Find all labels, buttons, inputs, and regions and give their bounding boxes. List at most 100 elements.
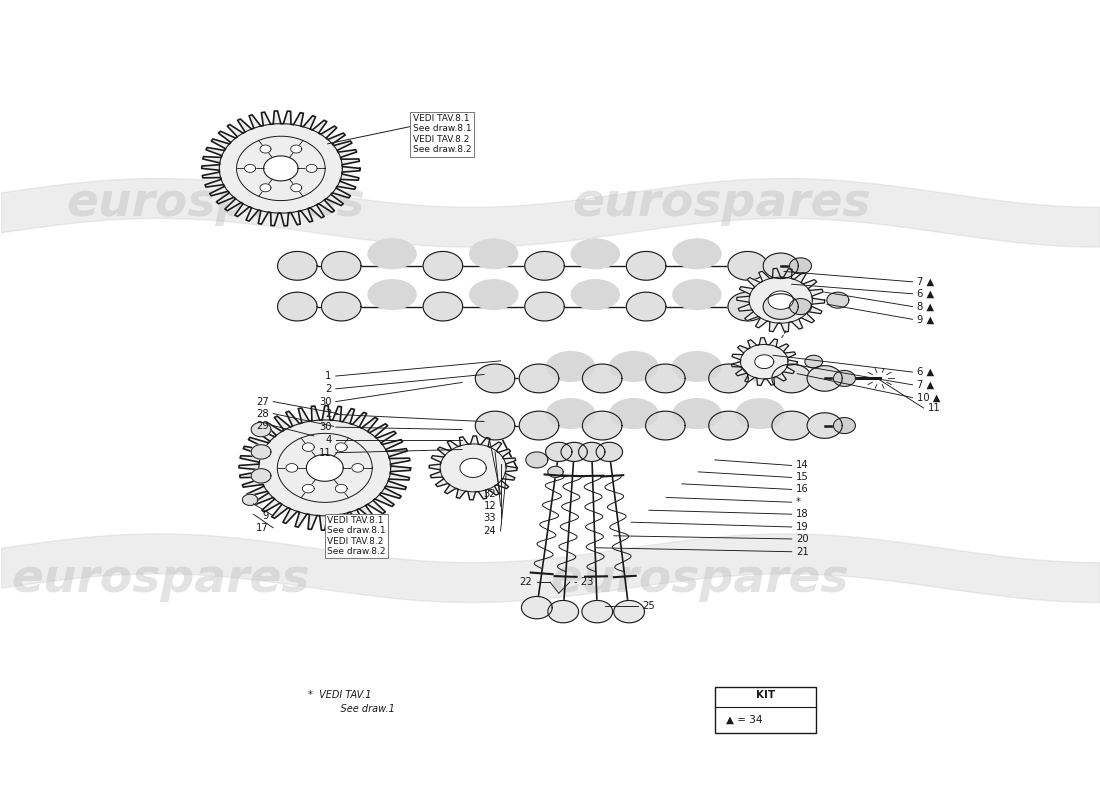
Text: 15: 15	[796, 473, 808, 482]
Ellipse shape	[547, 398, 595, 429]
Text: 6 ▲: 6 ▲	[917, 367, 934, 377]
Text: See draw.1: See draw.1	[328, 704, 395, 714]
Ellipse shape	[736, 398, 784, 429]
Text: 22: 22	[519, 577, 532, 587]
FancyBboxPatch shape	[715, 686, 816, 733]
Polygon shape	[277, 251, 317, 280]
Text: ▲ = 34: ▲ = 34	[726, 714, 762, 725]
Polygon shape	[526, 452, 548, 468]
Polygon shape	[251, 422, 271, 437]
Text: - 23: - 23	[574, 577, 594, 587]
Polygon shape	[290, 145, 301, 153]
Polygon shape	[728, 251, 768, 280]
Polygon shape	[790, 258, 812, 274]
Text: 7 ▲: 7 ▲	[917, 380, 934, 390]
Text: 28: 28	[256, 409, 268, 418]
Text: 24: 24	[484, 526, 496, 536]
Polygon shape	[336, 484, 348, 493]
Polygon shape	[546, 442, 572, 462]
Text: 18: 18	[796, 510, 808, 519]
Ellipse shape	[609, 398, 658, 429]
Text: 6 ▲: 6 ▲	[917, 289, 934, 298]
Polygon shape	[302, 484, 315, 493]
Text: 4: 4	[326, 435, 331, 445]
Polygon shape	[805, 355, 823, 368]
Text: eurospares: eurospares	[67, 182, 365, 226]
Polygon shape	[834, 418, 856, 434]
Text: eurospares: eurospares	[550, 557, 848, 602]
Polygon shape	[290, 184, 301, 192]
Ellipse shape	[609, 351, 658, 382]
Polygon shape	[306, 164, 317, 173]
Polygon shape	[827, 292, 849, 308]
Text: 16: 16	[796, 485, 808, 494]
Polygon shape	[475, 364, 515, 393]
Polygon shape	[548, 601, 579, 623]
Polygon shape	[596, 442, 623, 462]
Polygon shape	[260, 184, 271, 192]
Polygon shape	[772, 364, 812, 393]
Polygon shape	[755, 354, 773, 369]
Text: 27: 27	[256, 397, 268, 406]
Polygon shape	[201, 111, 360, 226]
Text: KIT: KIT	[756, 690, 774, 700]
Polygon shape	[429, 436, 517, 500]
Text: eurospares: eurospares	[12, 557, 310, 602]
Polygon shape	[519, 411, 559, 440]
Ellipse shape	[367, 280, 416, 310]
Polygon shape	[768, 291, 793, 310]
Ellipse shape	[673, 239, 722, 269]
Text: 11: 11	[928, 403, 940, 413]
Polygon shape	[475, 411, 515, 440]
Ellipse shape	[470, 280, 518, 310]
Polygon shape	[525, 251, 564, 280]
Polygon shape	[626, 292, 666, 321]
Text: 9 ▲: 9 ▲	[917, 314, 934, 324]
Text: 17: 17	[256, 522, 268, 533]
Ellipse shape	[571, 239, 619, 269]
Polygon shape	[834, 370, 856, 386]
Ellipse shape	[367, 239, 416, 269]
Text: 21: 21	[796, 546, 808, 557]
Polygon shape	[807, 413, 843, 438]
Text: 8 ▲: 8 ▲	[917, 302, 934, 311]
Polygon shape	[306, 454, 343, 482]
Polygon shape	[519, 364, 559, 393]
Polygon shape	[424, 251, 463, 280]
Text: 29: 29	[256, 421, 268, 430]
Polygon shape	[582, 364, 621, 393]
Polygon shape	[708, 364, 748, 393]
Polygon shape	[260, 145, 271, 153]
Text: VEDI TAV.8.1
See draw.8.1
VEDI TAV.8.2
See draw.8.2: VEDI TAV.8.1 See draw.8.1 VEDI TAV.8.2 S…	[412, 114, 471, 154]
Polygon shape	[336, 443, 348, 451]
Text: 32: 32	[484, 490, 496, 499]
Polygon shape	[239, 406, 410, 530]
Polygon shape	[790, 298, 812, 314]
Polygon shape	[561, 442, 587, 462]
Ellipse shape	[736, 351, 784, 382]
Polygon shape	[646, 411, 685, 440]
Ellipse shape	[673, 398, 722, 429]
Polygon shape	[772, 411, 812, 440]
Text: 1: 1	[324, 371, 331, 381]
Polygon shape	[646, 364, 685, 393]
Text: eurospares: eurospares	[572, 182, 870, 226]
Polygon shape	[614, 601, 645, 623]
Text: 10 ▲: 10 ▲	[917, 393, 940, 402]
Polygon shape	[302, 443, 315, 451]
Polygon shape	[521, 597, 552, 619]
Text: 33: 33	[484, 513, 496, 523]
Polygon shape	[763, 253, 799, 278]
Ellipse shape	[547, 351, 595, 382]
Ellipse shape	[571, 280, 619, 310]
Text: VEDI TAV.8.1
See draw.8.1
VEDI TAV.8.2
See draw.8.2: VEDI TAV.8.1 See draw.8.1 VEDI TAV.8.2 S…	[327, 516, 386, 556]
Polygon shape	[582, 601, 613, 623]
Polygon shape	[626, 251, 666, 280]
Text: 25: 25	[642, 601, 654, 611]
Ellipse shape	[673, 280, 722, 310]
Text: 2: 2	[324, 410, 331, 419]
Polygon shape	[582, 411, 621, 440]
Polygon shape	[244, 164, 255, 173]
Text: 12: 12	[483, 502, 496, 511]
Polygon shape	[807, 366, 843, 391]
